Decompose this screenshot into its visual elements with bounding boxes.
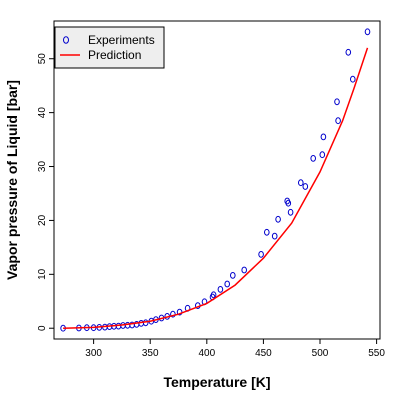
legend-experiments-label: Experiments bbox=[88, 33, 155, 47]
legend-box bbox=[54, 26, 165, 69]
y-axis-title: Vapor pressure of Liquid [bar] bbox=[4, 80, 20, 280]
experiment-point bbox=[287, 208, 294, 216]
experiment-point bbox=[334, 98, 340, 106]
y-tick-label: 50 bbox=[37, 53, 48, 65]
experiment-point bbox=[230, 272, 236, 279]
y-tick-label: 40 bbox=[37, 107, 48, 119]
experiment-point bbox=[271, 232, 278, 240]
experiment-point bbox=[335, 117, 341, 125]
y-tick-label: 30 bbox=[37, 161, 48, 173]
x-tick-label: 400 bbox=[198, 348, 215, 359]
experiment-point bbox=[302, 183, 309, 190]
experiment-point bbox=[258, 251, 264, 258]
x-tick-label: 350 bbox=[142, 348, 159, 359]
experiment-point bbox=[241, 266, 247, 274]
prediction-line bbox=[63, 47, 369, 329]
legend: Experiments Prediction bbox=[54, 26, 165, 69]
experiment-point bbox=[264, 228, 270, 236]
experiment-point bbox=[224, 280, 230, 288]
x-tick-label: 450 bbox=[255, 348, 272, 359]
x-tick-label: 500 bbox=[312, 348, 329, 359]
experiment-point bbox=[298, 179, 304, 187]
y-tick-label: 20 bbox=[37, 214, 48, 226]
experiment-point bbox=[210, 291, 217, 299]
x-axis-title: Temperature [K] bbox=[163, 374, 270, 390]
y-tick-label: 0 bbox=[37, 325, 48, 331]
y-tick-label: 10 bbox=[37, 268, 48, 280]
series-layer bbox=[60, 28, 371, 332]
experiment-point bbox=[350, 75, 356, 83]
experiment-point bbox=[170, 310, 176, 318]
plot-box bbox=[53, 20, 381, 340]
x-axis-ticks: 300 350 400 450 500 550 bbox=[85, 339, 385, 359]
legend-prediction-label: Prediction bbox=[88, 48, 141, 62]
experiment-point bbox=[138, 320, 144, 327]
experiment-point bbox=[285, 199, 292, 207]
experiment-point bbox=[275, 215, 281, 223]
experiment-point bbox=[320, 133, 327, 141]
experiment-point bbox=[345, 48, 352, 56]
experiment-point bbox=[364, 28, 371, 36]
legend-experiments-marker bbox=[63, 36, 69, 44]
experiment-point bbox=[310, 155, 317, 162]
experiment-point bbox=[319, 151, 326, 159]
experiment-point bbox=[142, 319, 149, 327]
experiment-point bbox=[217, 286, 224, 293]
y-axis-ticks: 0 10 20 30 40 50 bbox=[37, 53, 54, 331]
x-tick-label: 550 bbox=[368, 348, 385, 359]
x-tick-label: 300 bbox=[85, 348, 102, 359]
